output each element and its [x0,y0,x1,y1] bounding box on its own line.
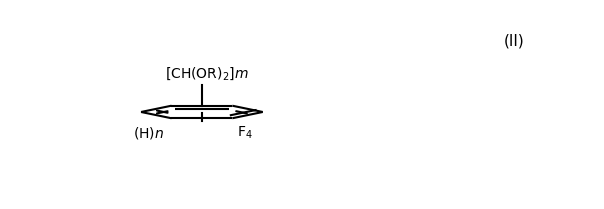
Text: [CH(OR)$_2$]$m$: [CH(OR)$_2$]$m$ [165,65,248,82]
Text: (H)$n$: (H)$n$ [133,125,164,141]
Text: F$_4$: F$_4$ [237,125,252,141]
Text: (II): (II) [504,33,525,48]
